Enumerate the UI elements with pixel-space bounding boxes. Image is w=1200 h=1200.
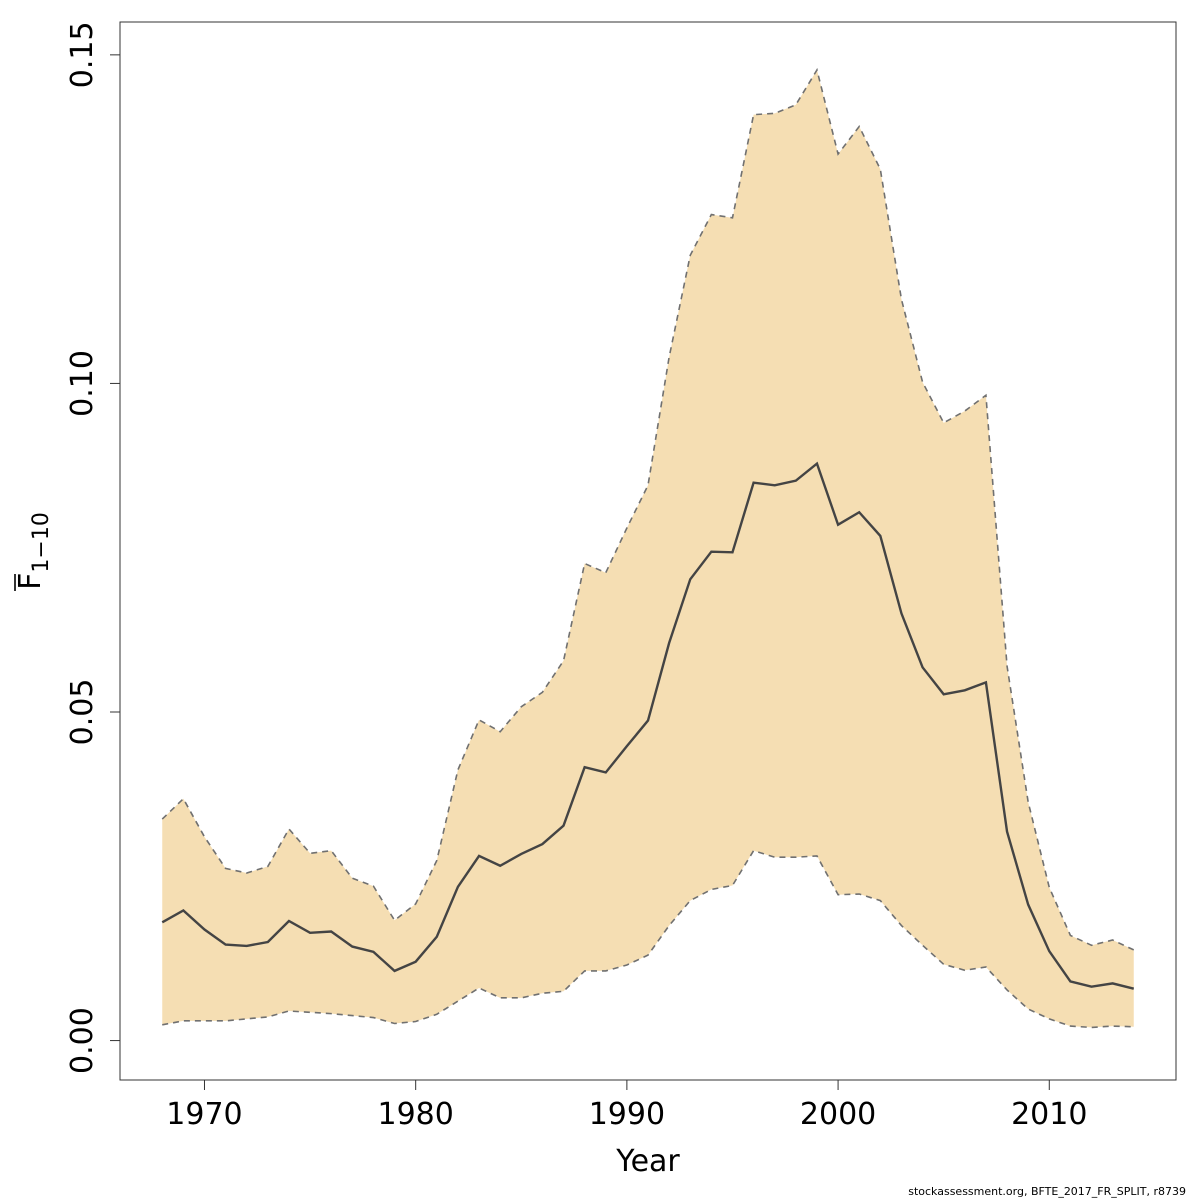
y-tick-label: 0.15 [65,21,100,88]
plot-area [161,67,1135,1029]
y-axis-title-base: F [13,573,48,590]
x-tick-label: 2010 [1011,1097,1087,1132]
lower-bound-line [162,849,1134,1029]
upper-bound-line [161,67,1135,951]
estimate-line [161,461,1135,990]
y-axis: 0.00 0.05 0.10 0.15 [65,21,121,1074]
confidence-band [162,69,1134,1028]
x-tick-label: 1980 [378,1097,454,1132]
x-axis-title: Year [615,1144,680,1179]
credit-text: stockassessment.org, BFTE_2017_FR_SPLIT,… [908,1185,1186,1198]
y-tick-label: 0.05 [65,679,100,746]
x-tick-label: 2000 [800,1097,876,1132]
x-tick-label: 1990 [589,1097,665,1132]
y-axis-title-subscript: 1−10 [29,512,54,572]
svg-text:F1−10: F1−10 [13,512,54,590]
x-tick-label: 1970 [166,1097,242,1132]
y-tick-label: 0.00 [65,1007,100,1074]
y-tick-label: 0.10 [65,350,100,417]
x-axis: 1970 1980 1990 2000 2010 [166,1079,1087,1132]
y-axis-title: F1−10 [13,512,54,591]
